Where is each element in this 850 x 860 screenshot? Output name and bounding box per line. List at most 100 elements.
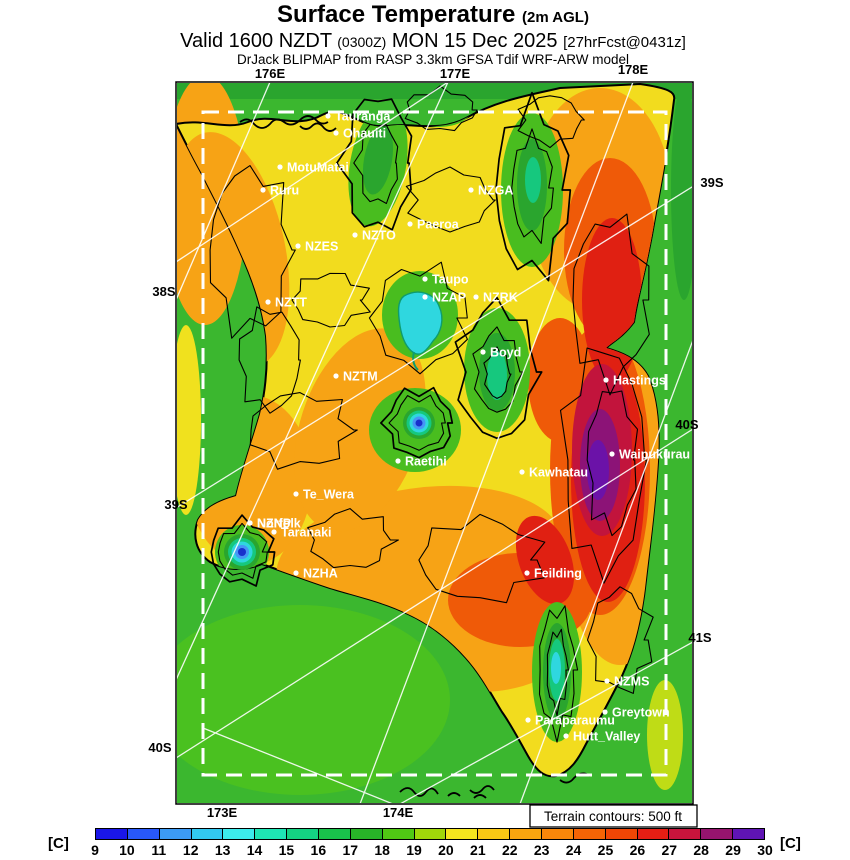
axis-label-right: 40S <box>675 417 698 432</box>
color-scale-tick: 26 <box>629 842 646 858</box>
terrain-contour-line <box>336 98 413 231</box>
station-label: NZAP <box>432 291 466 305</box>
color-scale-tick: 9 <box>91 842 99 858</box>
station-label: Norfolk <box>257 517 301 531</box>
terrain-contour-line <box>511 128 554 244</box>
lake-taupo <box>397 291 443 371</box>
terrain-contour-line <box>217 522 268 579</box>
axis-label-top: 176E <box>255 66 286 81</box>
terrain-contours <box>209 85 654 743</box>
terrain-contour-line <box>483 346 512 399</box>
terrain-contour-line <box>368 261 468 375</box>
station-dot <box>422 276 428 282</box>
axis-label-right: 39S <box>700 175 723 190</box>
color-scale-cell <box>573 829 606 839</box>
color-scale-cell <box>701 829 734 839</box>
station-label: NZNP <box>257 517 291 531</box>
axis-labels: 176E 177E 178E 173E 174E 38S 39S 40S 39S 40S 41S <box>148 62 723 820</box>
color-scale-cell <box>669 829 702 839</box>
terrain-contour-line <box>249 392 358 470</box>
forecast-ref: [27hrFcst@0431z] <box>563 33 686 51</box>
color-scale: [C] 9 10 11 12 13 14 15 16 17 18 19 20 21 22 23 24 25 26 2… <box>0 827 850 860</box>
color-scale-cell <box>96 829 128 839</box>
color-scale-tick: 10 <box>119 842 135 858</box>
terrain-contour-line <box>454 296 543 440</box>
station-dot <box>525 717 531 723</box>
station-label: NZES <box>305 240 338 254</box>
terrain-contour-line <box>291 272 371 328</box>
valid-time: Valid 1600 NZDT <box>180 29 332 52</box>
terrain-contour-line <box>538 605 579 743</box>
station-label: NZGA <box>478 184 513 198</box>
color-scale-cell <box>350 829 383 839</box>
axis-label-left: 40S <box>148 740 171 755</box>
station-dot <box>395 458 401 464</box>
terrain-contour-line <box>572 213 650 396</box>
station-label: NZMS <box>614 675 649 689</box>
station-dot <box>563 733 569 739</box>
station-label: Feilding <box>534 567 582 581</box>
station-label: Ruru <box>270 184 299 198</box>
terrain-contour-line <box>418 513 546 604</box>
unit-label-right: [C] <box>780 835 801 852</box>
color-scale-tick: 13 <box>214 842 231 858</box>
color-scale-cell <box>446 829 479 839</box>
color-scale-tick: 12 <box>182 842 199 858</box>
color-scale-tick: 25 <box>597 842 614 858</box>
station-label: Paeroa <box>417 218 460 232</box>
color-scale-cell <box>319 829 351 839</box>
station-dot <box>260 187 266 193</box>
station-label: Boyd <box>490 346 521 360</box>
terrain-contour-line <box>210 514 276 587</box>
color-scale-cell <box>637 829 670 839</box>
color-scale-cell <box>414 829 447 839</box>
color-scale-tick: 20 <box>438 842 454 858</box>
terrain-contour-line <box>586 586 654 694</box>
unit-label-left: [C] <box>48 835 69 852</box>
terrain-contour-line <box>388 394 446 451</box>
color-scale-tick: 28 <box>693 842 709 858</box>
inner-domain-boundary <box>201 110 668 777</box>
station-label: Ohauiti <box>343 127 386 141</box>
terrain-contour-line <box>405 166 496 233</box>
terrain-contour-line <box>209 165 296 339</box>
terrain-contour-line <box>517 95 585 149</box>
taranaki-cold-spot <box>224 534 260 570</box>
station-label: Waipukurau <box>619 448 690 462</box>
color-scale-tick: 16 <box>310 842 327 858</box>
valid-date: MON 15 Dec 2025 <box>391 29 558 52</box>
color-scale-tick: 23 <box>533 842 550 858</box>
color-scale-cell <box>127 829 160 839</box>
color-scale-cell <box>255 829 288 839</box>
axis-label-right: 41S <box>688 630 711 645</box>
color-scale-tick: 29 <box>725 842 741 858</box>
station-dot <box>473 294 479 300</box>
color-scale-cell <box>287 829 320 839</box>
station-label: Kawhatau <box>529 466 588 480</box>
color-scale-cell <box>382 829 415 839</box>
station-label: Raetihi <box>405 455 447 469</box>
color-scale-tick: 30 <box>757 842 773 858</box>
color-scale-bar <box>95 828 765 840</box>
station-label: NZRK <box>483 291 518 305</box>
terrain-contour-line <box>495 91 572 282</box>
station-dot <box>265 299 271 305</box>
station-label: Hutt_Valley <box>573 730 640 744</box>
axis-label-left: 38S <box>152 284 175 299</box>
station-dot <box>468 187 474 193</box>
station-dot <box>422 294 428 300</box>
station-label: MotuMatai <box>287 161 349 175</box>
model-line: DrJack BLIPMAP from RASP 3.3km GFSA Tdif… <box>236 52 630 68</box>
axis-label-bottom: 173E <box>207 805 238 820</box>
station-label: NZTM <box>343 370 378 384</box>
station-dot <box>519 469 525 475</box>
station-label: Greytown <box>612 706 670 720</box>
color-scale-cell <box>191 829 224 839</box>
color-scale-cell <box>478 829 511 839</box>
axis-label-top: 177E <box>440 66 471 81</box>
station-label: Taupo <box>432 273 469 287</box>
station-label: Hastings <box>613 374 666 388</box>
color-scale-cell <box>605 829 638 839</box>
